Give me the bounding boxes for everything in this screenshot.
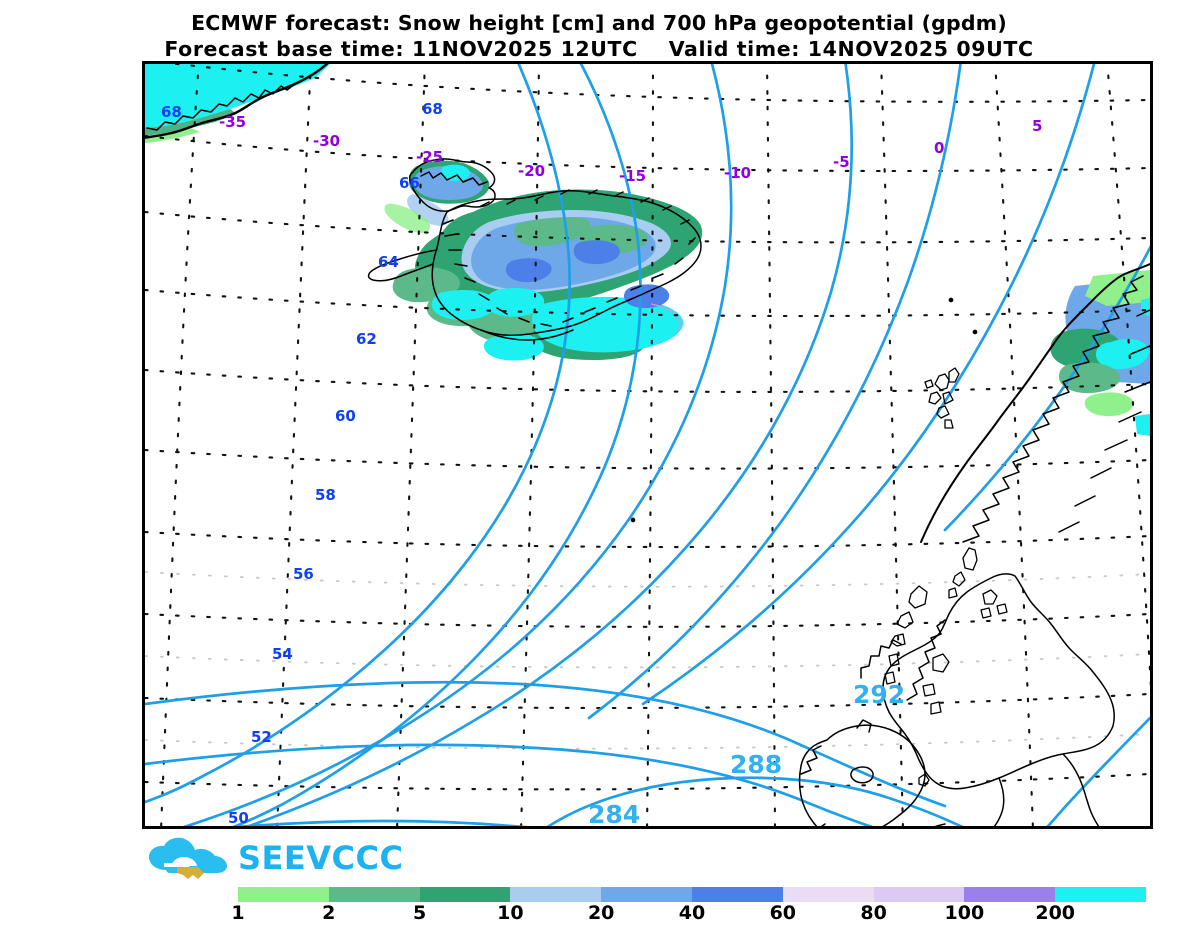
colorbar-tick-60: 60 xyxy=(769,902,797,924)
map-canvas[interactable]: 292 288 284 68 68 66 64 62 60 58 56 54 5… xyxy=(145,64,1150,826)
cloud-icon xyxy=(149,837,227,879)
colorbar-segment xyxy=(419,887,511,902)
lat-label-60: 60 xyxy=(335,407,356,425)
colorbar-tick-5: 5 xyxy=(412,902,427,924)
lon-label-5: 5 xyxy=(1032,117,1042,135)
forecast-time-subtitle: Forecast base time: 11NOV2025 12UTC Vali… xyxy=(164,37,1034,61)
colorbar-segment xyxy=(238,887,329,902)
lon-label-minus20: -20 xyxy=(518,162,545,180)
colorbar-tick-200: 200 xyxy=(1035,902,1076,924)
lat-label-50: 50 xyxy=(228,809,249,826)
secondary-gridlines xyxy=(145,571,1150,750)
lat-label-64: 64 xyxy=(378,253,399,271)
colorbar-tick-80: 80 xyxy=(860,902,887,924)
lon-label-minus30: -30 xyxy=(313,132,340,150)
logo-text: SEEVCCC xyxy=(238,839,404,877)
lon-label-minus35: -35 xyxy=(219,113,246,131)
lon-label-minus25: -25 xyxy=(416,148,443,166)
snow-height-colorbar[interactable]: 1 2 5 10 20 40 60 80 100 200 xyxy=(231,887,1146,924)
lat-label-66: 66 xyxy=(399,174,420,192)
coastlines xyxy=(145,64,1150,826)
colorbar-segment xyxy=(1055,887,1146,902)
forecast-map[interactable]: 292 288 284 68 68 66 64 62 60 58 56 54 5… xyxy=(142,61,1153,829)
colorbar-segment xyxy=(601,887,692,902)
lat-label-52: 52 xyxy=(251,728,272,746)
colorbar-segment xyxy=(691,887,783,902)
colorbar-tick-labels: 1 2 5 10 20 40 60 80 100 200 xyxy=(231,902,1146,924)
colorbar-tick-100: 100 xyxy=(944,902,985,924)
colorbar-tick-2: 2 xyxy=(322,902,336,924)
colorbar-segment xyxy=(873,887,965,902)
longitude-labels: -35 -30 -25 -20 -15 -10 -5 0 5 xyxy=(219,113,1042,185)
geopotential-contour-labels: 292 288 284 xyxy=(588,680,905,826)
lon-label-minus10: -10 xyxy=(724,164,751,182)
map-background xyxy=(145,64,1150,826)
colorbar-tick-20: 20 xyxy=(587,902,615,924)
contour-label-292: 292 xyxy=(853,680,905,709)
colorbar-gradient xyxy=(238,887,1146,902)
latlon-gridlines xyxy=(145,64,1150,826)
seevccc-logo: SEEVCCC xyxy=(146,836,403,880)
lon-label-0: 0 xyxy=(934,139,944,157)
latitude-labels: 68 68 66 64 62 60 58 56 54 52 50 xyxy=(161,100,443,826)
colorbar-segment xyxy=(328,887,420,902)
colorbar-segment xyxy=(964,887,1056,902)
lat-label-56: 56 xyxy=(293,565,314,583)
colorbar-tick-40: 40 xyxy=(678,902,706,924)
lat-label-68-west: 68 xyxy=(161,103,182,121)
lon-label-minus5: -5 xyxy=(833,153,850,171)
colorbar-segment xyxy=(510,887,602,902)
lat-label-62: 62 xyxy=(356,330,377,348)
page-title: ECMWF forecast: Snow height [cm] and 700… xyxy=(191,11,1007,35)
lat-label-68: 68 xyxy=(422,100,443,118)
contour-label-288: 288 xyxy=(730,750,782,779)
lat-label-54: 54 xyxy=(272,645,293,663)
geopotential-contours xyxy=(145,64,1150,826)
lon-label-minus15: -15 xyxy=(619,167,646,185)
chart-title-block: ECMWF forecast: Snow height [cm] and 700… xyxy=(0,10,1198,62)
colorbar-tick-1: 1 xyxy=(231,902,245,924)
contour-label-284: 284 xyxy=(588,800,640,826)
lat-label-58: 58 xyxy=(315,486,336,504)
colorbar-segment xyxy=(782,887,874,902)
colorbar-tick-10: 10 xyxy=(497,902,524,924)
